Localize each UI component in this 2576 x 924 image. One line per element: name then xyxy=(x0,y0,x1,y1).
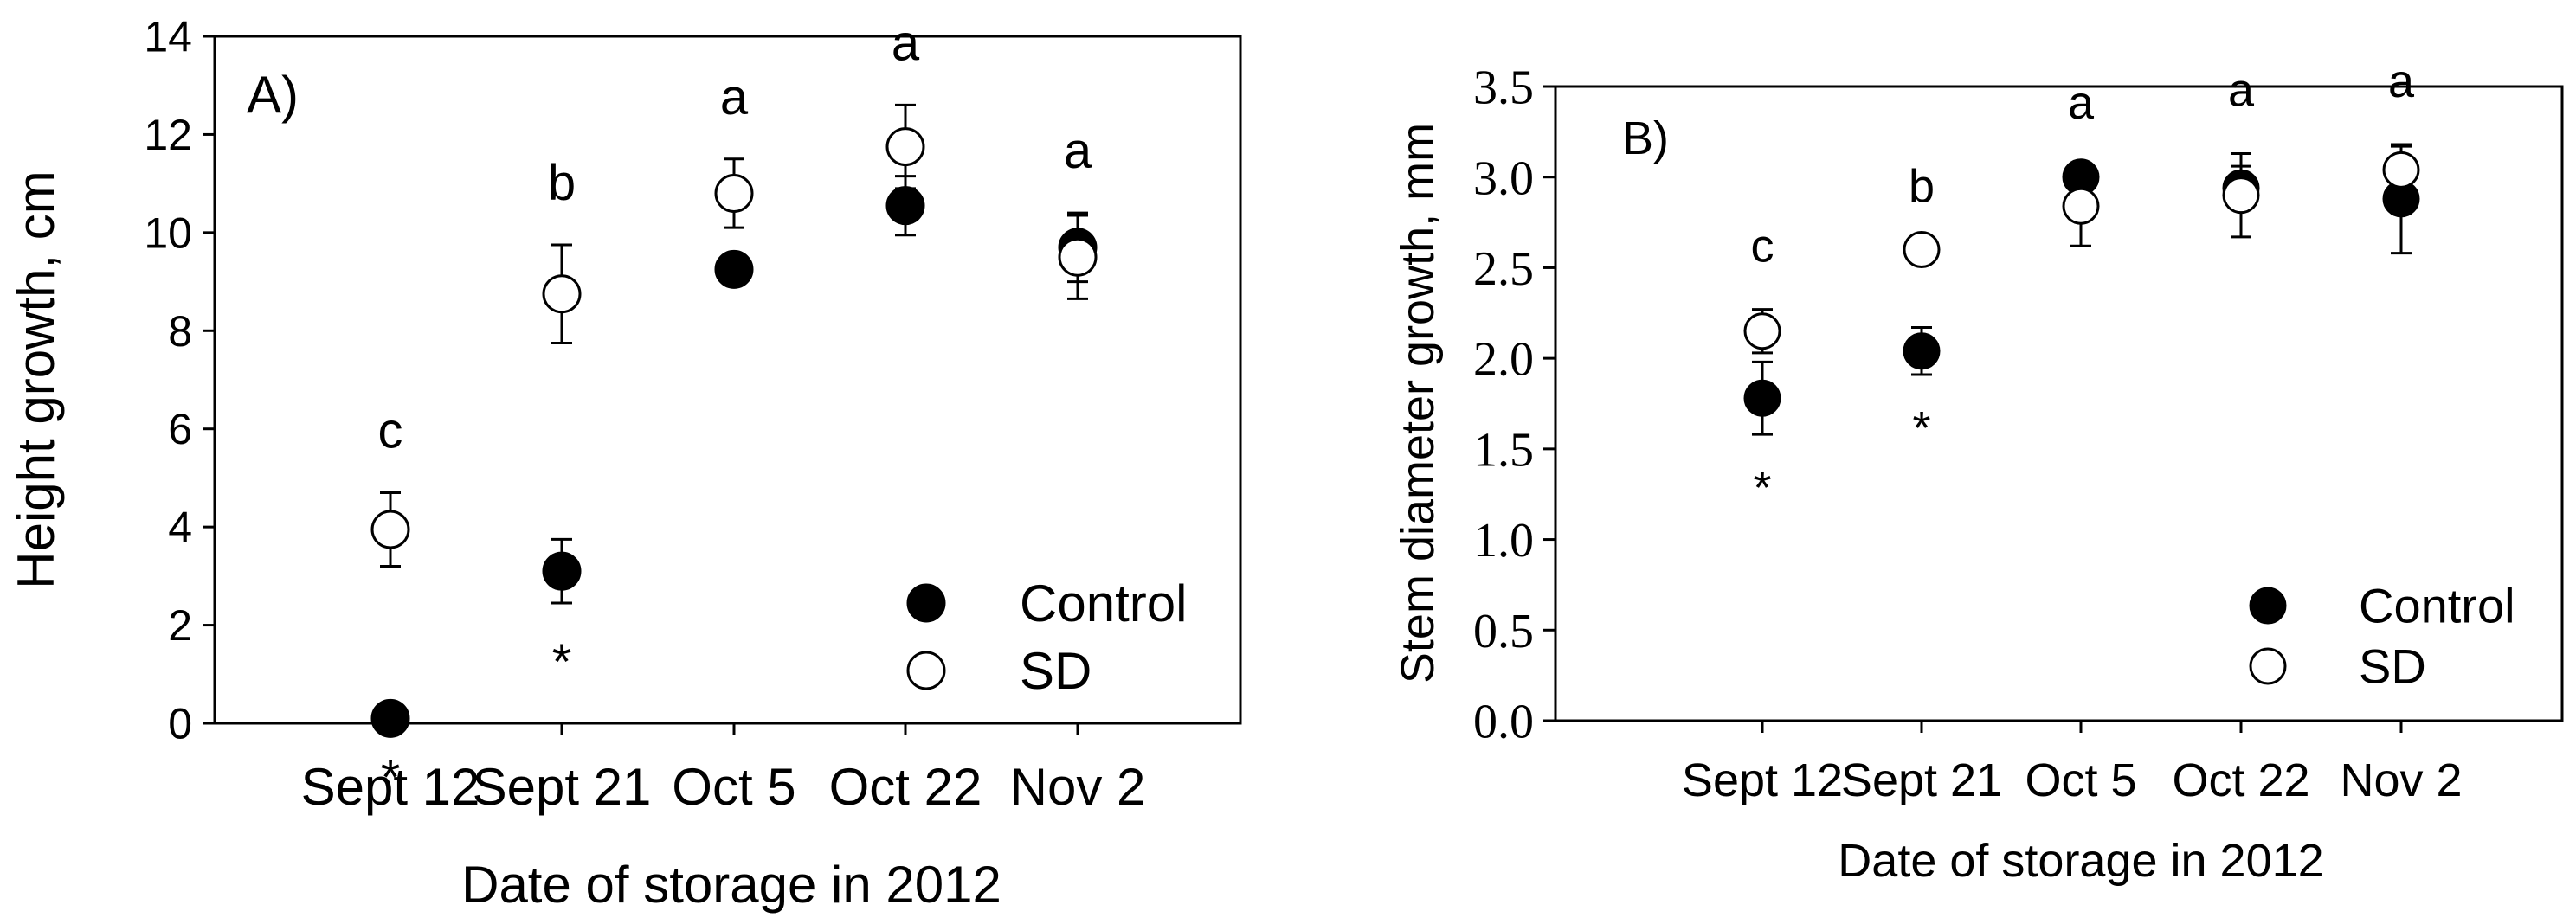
y-tick-label: 6 xyxy=(168,405,192,453)
legend-label: Control xyxy=(1020,574,1187,632)
legend-marker-sd xyxy=(906,651,946,690)
x-tick-label: Oct 5 xyxy=(2025,754,2136,806)
x-tick-label: Oct 5 xyxy=(672,758,795,816)
x-tick-label: Sept 21 xyxy=(473,758,652,816)
panel-label: A) xyxy=(247,66,299,124)
y-tick-label: 12 xyxy=(144,111,192,159)
y-tick-label: 2.5 xyxy=(1473,242,1534,296)
legend: Control SD xyxy=(2249,579,2515,694)
y-tick-label: 3.5 xyxy=(1473,61,1534,115)
data-point-sd xyxy=(2062,187,2100,225)
asterisk-marker: * xyxy=(1912,402,1930,454)
x-tick-label: Nov 2 xyxy=(1010,758,1146,816)
y-axis-label: Height growth, cm xyxy=(7,170,65,589)
legend-marker-control xyxy=(906,583,946,623)
legend: Control SD xyxy=(906,574,1187,700)
legend-marker-sd xyxy=(2249,647,2287,685)
data-point-sd xyxy=(714,173,754,213)
x-tick-label: Oct 22 xyxy=(2172,754,2309,806)
asterisk-marker: * xyxy=(552,634,572,690)
legend-marker-control xyxy=(2249,587,2287,625)
x-tick-label: Sept 12 xyxy=(301,758,480,816)
y-tick-label: 0 xyxy=(168,700,192,748)
data-point-control xyxy=(370,698,410,738)
x-tick-label: Nov 2 xyxy=(2340,754,2462,806)
data-point-sd xyxy=(2222,176,2260,215)
significance-letter: c xyxy=(1751,221,1774,273)
data-point-control xyxy=(1903,332,1941,370)
x-tick-label: Sept 12 xyxy=(1682,754,1843,806)
y-tick-label: 2 xyxy=(168,601,192,650)
x-axis-label: Date of storage in 2012 xyxy=(461,856,1001,914)
asterisk-marker: * xyxy=(381,749,401,805)
y-tick-label: 4 xyxy=(168,504,192,552)
significance-letter: b xyxy=(1909,160,1935,212)
asterisk-marker: * xyxy=(1753,462,1771,514)
legend-label: Control xyxy=(2359,579,2515,633)
data-point-sd xyxy=(1903,230,1941,268)
legend-label: SD xyxy=(2359,639,2426,694)
legend-label: SD xyxy=(1020,642,1092,700)
y-axis-label: Stem diameter growth, mm xyxy=(1392,123,1444,683)
significance-letter: a xyxy=(2228,64,2255,116)
y-tick-label: 0.0 xyxy=(1473,696,1534,749)
significance-letter: c xyxy=(378,402,403,459)
significance-letter: b xyxy=(548,155,576,211)
y-tick-label: 2.0 xyxy=(1473,333,1534,387)
y-tick-label: 14 xyxy=(144,13,192,61)
data-point-sd xyxy=(2382,151,2420,189)
x-axis-label: Date of storage in 2012 xyxy=(1838,835,2323,887)
x-tick-label: Sept 21 xyxy=(1841,754,2002,806)
y-tick-label: 3.0 xyxy=(1473,151,1534,205)
plot-frame xyxy=(213,35,1242,725)
data-point-sd xyxy=(1743,312,1781,350)
plot-frame xyxy=(1554,85,2564,722)
y-tick-label: 0.5 xyxy=(1473,605,1534,658)
y-tick-label: 8 xyxy=(168,307,192,356)
y-tick-label: 1.5 xyxy=(1473,423,1534,477)
data-point-sd xyxy=(886,127,925,167)
significance-letter: a xyxy=(2068,77,2095,129)
data-point-sd xyxy=(1058,237,1098,277)
x-tick-label: Oct 22 xyxy=(829,758,982,816)
significance-letter: a xyxy=(2388,55,2415,107)
data-point-control xyxy=(542,551,582,591)
data-point-sd xyxy=(542,274,582,314)
y-tick-label: 1.0 xyxy=(1473,514,1534,568)
panel-label: B) xyxy=(1622,112,1669,164)
significance-letter: a xyxy=(1064,123,1092,179)
y-tick-label: 10 xyxy=(144,209,192,257)
data-point-control xyxy=(714,249,754,289)
data-point-control xyxy=(1743,379,1781,417)
data-point-sd xyxy=(370,510,410,549)
significance-letter: a xyxy=(892,15,920,71)
significance-letter: a xyxy=(720,69,749,125)
data-point-control xyxy=(886,186,925,226)
